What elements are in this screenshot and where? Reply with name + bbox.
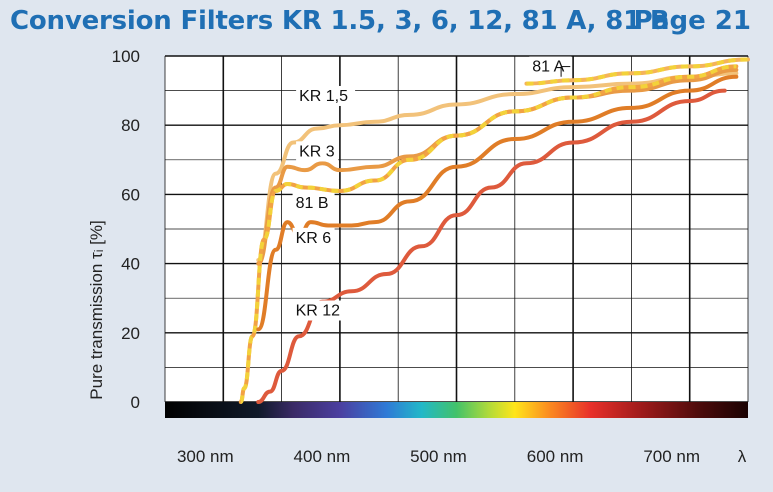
- grid: [164, 55, 749, 403]
- curve-label-kr-12: KR 12: [296, 303, 341, 320]
- y-axis-title: Pure transmission τᵢ [%]: [87, 220, 106, 399]
- curve-label-bg: [292, 227, 335, 248]
- x-tick-label: 600 nm: [527, 447, 584, 466]
- y-tick-label: 100: [112, 47, 140, 66]
- curve-kr-3: [256, 67, 739, 266]
- curve-label-81-a: 81 A: [532, 59, 564, 76]
- page-number: Page 21: [633, 6, 751, 36]
- page-title: Conversion Filters KR 1.5, 3, 6, 12, 81 …: [10, 6, 670, 36]
- x-tick-label: 500 nm: [410, 447, 467, 466]
- curve-81-b-base: [238, 64, 739, 404]
- curve-label-kr-3: KR 3: [299, 143, 335, 160]
- y-tick-label: 20: [121, 324, 140, 343]
- curve-label-bg: [296, 141, 339, 162]
- x-tick-label: 300 nm: [177, 447, 234, 466]
- x-axis-ticks: 300 nm 400 nm 500 nm 600 nm 700 nm λ: [177, 447, 747, 466]
- y-axis-ticks: 0 20 40 60 80 100: [112, 47, 140, 412]
- x-axis-symbol: λ: [738, 447, 747, 466]
- y-tick-label: 80: [121, 116, 140, 135]
- curve-label-kr-1-5: KR 1,5: [299, 88, 348, 105]
- curve-kr-12: [256, 88, 727, 404]
- curve-label-bg: [292, 193, 335, 214]
- y-tick-label: 40: [121, 255, 140, 274]
- curve-labels: KR 1,5 KR 3 81 B KR 6 KR 12 81 A: [292, 56, 572, 321]
- curve-kr-6: [256, 74, 739, 332]
- x-tick-label: 400 nm: [294, 447, 351, 466]
- y-tick-label: 60: [121, 185, 140, 204]
- x-tick-label: 700 nm: [643, 447, 700, 466]
- curve-label-bg: [296, 85, 356, 106]
- spectrum-bar: [165, 402, 748, 418]
- curve-kr-1-5: [256, 71, 739, 263]
- y-tick-label: 0: [131, 393, 140, 412]
- curve-label-81-b: 81 B: [296, 195, 329, 212]
- curve-81-a: [526, 57, 749, 86]
- curve-label-bg: [292, 300, 344, 321]
- curve-label-kr-6: KR 6: [296, 230, 332, 247]
- curves: [238, 57, 750, 404]
